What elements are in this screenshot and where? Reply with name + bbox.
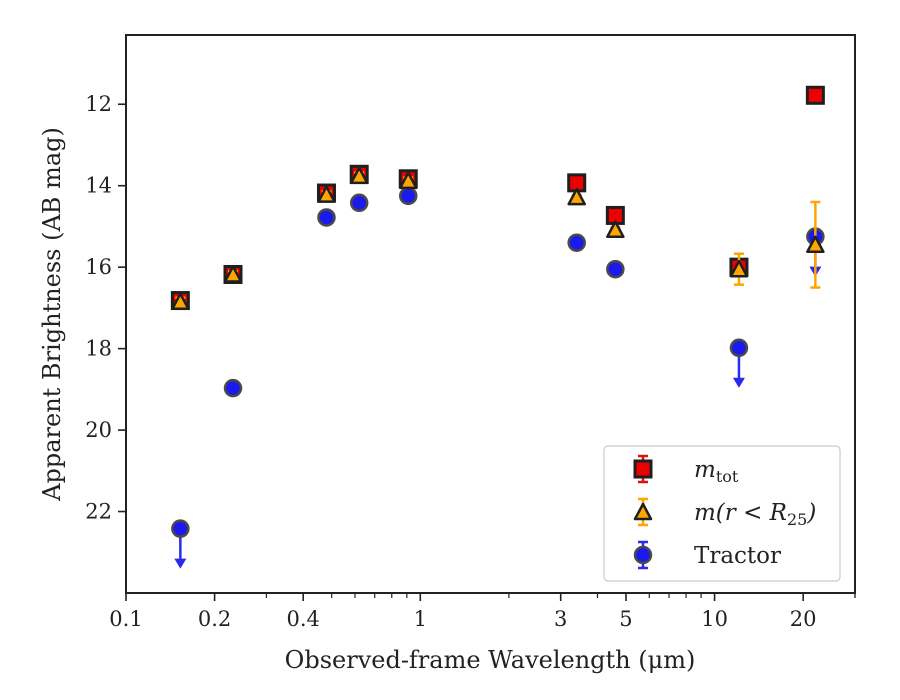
x-tick-label: 0.2 [198, 607, 231, 631]
marker-body [567, 233, 586, 252]
series-square [170, 85, 825, 311]
data-point [729, 259, 749, 278]
marker-body [606, 259, 625, 279]
y-axis-label: Apparent Brightness (AB mag) [38, 127, 66, 502]
x-tick-label: 3 [554, 607, 567, 631]
marker-body [223, 378, 243, 398]
data-point [223, 265, 243, 283]
plot-data [170, 85, 825, 569]
plot-frame [125, 34, 856, 594]
data-point [223, 378, 243, 398]
data-point [349, 193, 369, 213]
data-point [171, 519, 190, 538]
marker-body [171, 519, 190, 538]
data-point [606, 259, 625, 279]
data-point [349, 166, 369, 185]
axis-ticks: 0.1 0.2 0.4 1 3 5 10 20 12 14 16 18 20 22 [85, 92, 856, 631]
marker-body [729, 338, 749, 358]
x-tick-label: 5 [619, 607, 632, 631]
data-point [317, 185, 336, 203]
marker-body [633, 545, 653, 565]
x-tick-label: 1 [414, 607, 427, 631]
legend-label: m(r < R25) [694, 500, 816, 529]
data-point [398, 171, 418, 190]
data-point [806, 235, 825, 254]
legend: mtot m(r < R25) Tractor [603, 445, 841, 582]
y-tick-label: 20 [85, 418, 112, 442]
y-tick-label: 12 [85, 92, 112, 116]
y-tick-label: 16 [85, 255, 112, 279]
data-point [171, 292, 190, 311]
data-point [567, 233, 586, 252]
data-point [398, 186, 418, 206]
x-axis-label: Observed-frame Wavelength (μm) [285, 646, 696, 674]
y-tick-label: 22 [85, 500, 112, 524]
marker-body [398, 186, 418, 206]
y-tick-label: 18 [85, 337, 112, 361]
x-tick-label: 0.4 [286, 607, 319, 631]
legend-marker [633, 459, 653, 479]
arrow-head [174, 558, 187, 569]
data-point [805, 85, 825, 105]
x-tick-label: 0.1 [109, 607, 142, 631]
x-tick-label: 20 [790, 607, 817, 631]
marker-body [317, 208, 336, 227]
data-point [606, 220, 625, 238]
x-tick-label: 10 [701, 607, 728, 631]
legend-marker [633, 502, 653, 521]
legend-label: mtot [694, 457, 739, 486]
series-triangle [171, 166, 825, 311]
arrow-head [732, 377, 745, 388]
marker-body [349, 193, 369, 213]
data-point [729, 338, 749, 358]
legend-marker [633, 545, 653, 565]
legend-frame [603, 445, 841, 582]
legend-label: Tractor [694, 543, 781, 569]
data-point [567, 187, 586, 206]
data-point [317, 208, 336, 227]
y-tick-label: 14 [85, 174, 112, 198]
